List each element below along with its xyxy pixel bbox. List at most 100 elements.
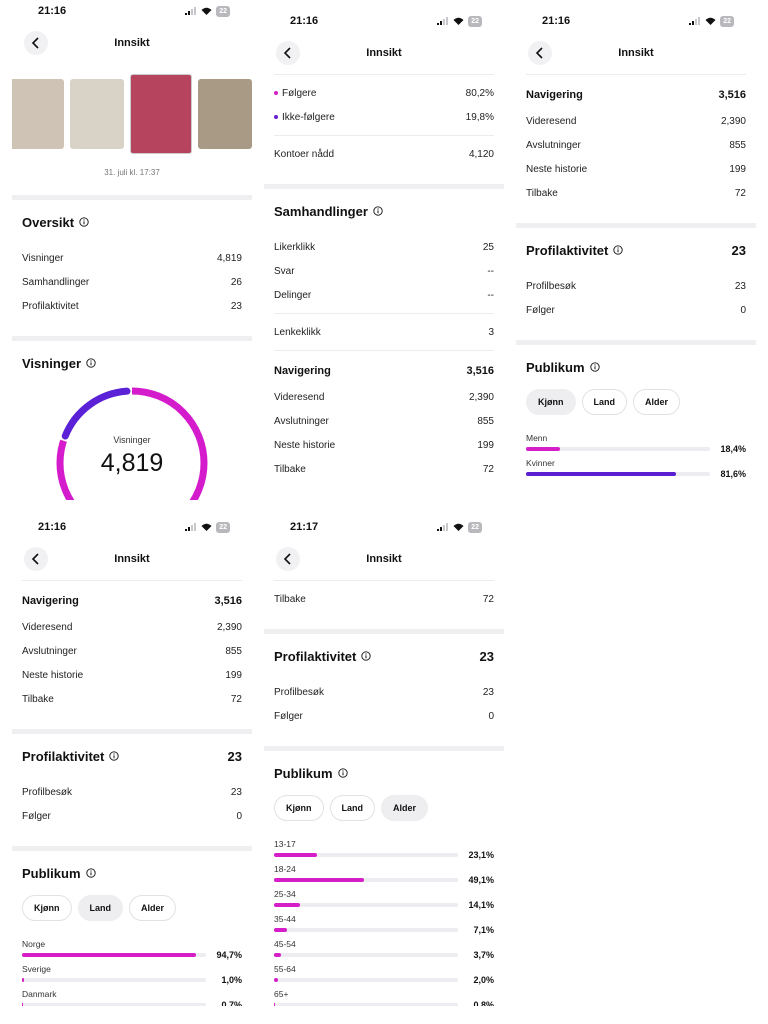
- metric-label: Tilbake: [274, 593, 306, 605]
- gauge-value: 4,819: [100, 449, 164, 477]
- bar-track: [526, 447, 710, 451]
- tab[interactable]: Alder: [381, 795, 429, 821]
- story-thumbnail[interactable]: [130, 74, 192, 154]
- tab[interactable]: Kjønn: [274, 795, 324, 821]
- metric-label-wrap: Tilbake: [274, 594, 306, 605]
- heading-text: Publikum: [526, 359, 585, 375]
- metric-row: Videresend 2,390: [22, 615, 242, 639]
- bar-label: Kvinner: [526, 458, 555, 468]
- bar-item: 45-54 3,7%: [274, 939, 494, 964]
- screen-content: 21:17 22 Innsikt Tilbake 72 Profilaktivitet 23…: [264, 506, 504, 1006]
- heading-total: 23: [479, 648, 494, 664]
- tab[interactable]: Kjønn: [526, 389, 576, 415]
- metric-label-wrap: Følger: [22, 811, 51, 822]
- metric-row: Profilaktivitet 23: [22, 294, 242, 318]
- metric-value: 25: [482, 241, 494, 253]
- metric-group: Navigering 3,516 Videresend 2,390 Avslutning…: [526, 74, 746, 211]
- metric-row: Kontoer nådd 4,120: [274, 142, 494, 166]
- status-bar: 21:16 22: [12, 506, 252, 542]
- info-icon: [361, 651, 372, 661]
- status-icons: 22: [437, 15, 482, 27]
- metric-row: Delinger --: [274, 283, 494, 307]
- bar: [22, 978, 24, 982]
- metric-row: Avslutninger 855: [526, 133, 746, 157]
- back-button[interactable]: [276, 41, 300, 65]
- heading-text: Visninger: [22, 355, 82, 371]
- back-button[interactable]: [276, 547, 300, 571]
- back-chevron: [31, 553, 39, 565]
- back-chevron: [283, 47, 291, 59]
- nav-title: Innsikt: [366, 553, 402, 565]
- bar-item: Danmark 0,7%: [22, 989, 242, 1006]
- bar-label: Menn: [526, 433, 548, 443]
- back-arrow: [31, 553, 39, 565]
- metric-row: Neste historie 199: [274, 433, 494, 457]
- tab[interactable]: Alder: [129, 895, 177, 921]
- bar-track: [274, 1003, 458, 1006]
- back-arrow: [283, 47, 291, 59]
- group-total: 3,516: [718, 89, 746, 101]
- bar-value-label: 3,7%: [473, 950, 494, 960]
- signal-bar: [440, 527, 443, 531]
- metric-row: Videresend 2,390: [526, 109, 746, 133]
- signal-bar: [437, 23, 440, 25]
- nav-title: Innsikt: [618, 47, 654, 59]
- metric-label: Videresend: [274, 391, 325, 403]
- group-title-row: Navigering 3,516: [526, 81, 746, 109]
- metric-value: 72: [482, 593, 494, 605]
- metric-value: 72: [230, 693, 242, 705]
- tab[interactable]: Land: [329, 795, 375, 821]
- phone-screen: 21:16 22 Innsikt 31. juli kl. 17:37 Oversikt…: [12, 0, 252, 500]
- story-thumbnail[interactable]: [70, 79, 124, 149]
- tab[interactable]: Land: [581, 389, 627, 415]
- tab[interactable]: Alder: [633, 389, 681, 415]
- signal-bar: [446, 523, 449, 531]
- back-chevron: [31, 37, 39, 49]
- bar-item: 55-64 2,0%: [274, 964, 494, 989]
- wifi-icon: [201, 523, 212, 531]
- metric-group: Likerklikk 25 Svar -- Delinger --: [274, 229, 494, 313]
- tab[interactable]: Land: [77, 895, 123, 921]
- metric-row: Profilbesøk 23: [22, 780, 242, 804]
- bar: [274, 928, 288, 932]
- phone-screen: 21:16 22 Innsikt Navigering 3,516 Videresend 2…: [12, 506, 252, 1006]
- bar: [274, 903, 300, 907]
- back-button[interactable]: [24, 547, 48, 571]
- metric-value: 26: [230, 276, 242, 288]
- bar: [274, 878, 365, 882]
- bar-list: 13-17 23,1% 18-24 49,1% 25-34 14,1% 35-44 7,1% 4…: [274, 831, 494, 1006]
- back-button[interactable]: [528, 41, 552, 65]
- back-button[interactable]: [24, 31, 48, 55]
- status-time: 21:16: [290, 15, 319, 27]
- bar-label: Danmark: [22, 989, 57, 999]
- metric-row: Lenkeklikk 3: [274, 320, 494, 344]
- nav-bar: Innsikt: [264, 36, 504, 70]
- story-thumbnail[interactable]: [198, 79, 252, 149]
- bar-label: 35-44: [274, 914, 296, 924]
- group-total: 3,516: [466, 365, 494, 377]
- metric-value: 2,390: [720, 115, 746, 127]
- metric-group: Profilbesøk 23 Følger 0: [274, 674, 494, 734]
- bar: [274, 953, 281, 957]
- metric-label: Lenkeklikk: [274, 326, 321, 338]
- metric-row: Følger 0: [22, 804, 242, 828]
- metric-row: Visninger 4,819: [22, 246, 242, 270]
- phone-screen: 21:16 22 Innsikt Følgere 80,2% Ikke-følgere 19…: [264, 0, 504, 500]
- status-time: 21:17: [290, 521, 319, 533]
- status-icons: 22: [437, 521, 482, 533]
- tab[interactable]: Kjønn: [22, 895, 72, 921]
- metric-label-wrap: Profilbesøk: [274, 687, 324, 698]
- nav-title: Innsikt: [114, 553, 150, 565]
- info-icon: [86, 358, 96, 368]
- group-title: Navigering: [526, 89, 583, 101]
- bar-value-label: 2,0%: [473, 975, 494, 985]
- story-thumbnail[interactable]: [12, 79, 64, 149]
- info-dot: [341, 770, 344, 772]
- bar-track: [274, 853, 458, 857]
- signal-bar: [191, 9, 194, 15]
- signal-bar: [698, 17, 701, 25]
- metric-value: 0: [236, 810, 242, 822]
- metric-value: 4,120: [468, 148, 494, 160]
- info-ring: [613, 245, 624, 255]
